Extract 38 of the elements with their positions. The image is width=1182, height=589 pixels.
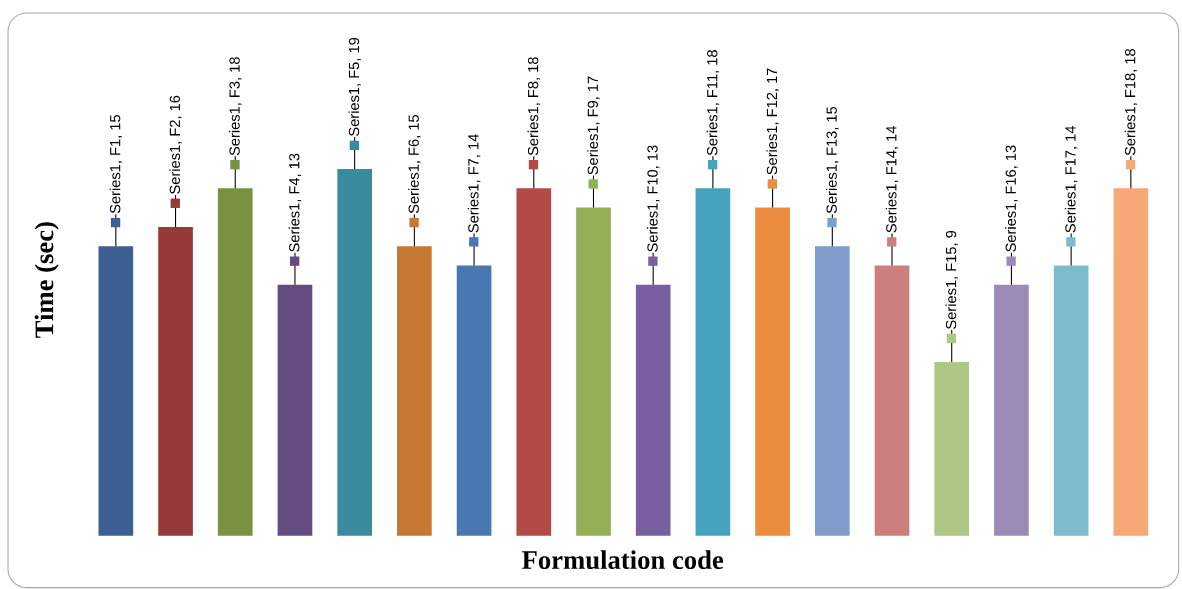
bar [337,168,372,536]
bar [576,207,611,536]
bar [516,188,552,536]
bar [456,265,492,536]
data-label: Series1, F6, 15 [408,115,421,214]
data-label: Series1, F11, 18 [706,50,720,156]
bar [217,188,253,536]
bar [934,361,970,536]
data-label: Series1, F1, 15 [109,115,123,214]
bar [1113,188,1149,536]
bar [755,207,790,536]
bar [397,246,432,536]
y-axis-title: Time (sec) [34,222,59,338]
data-label: Series1, F2, 16 [169,95,182,194]
data-label: Series1, F15, 9 [945,230,958,329]
data-label: Series1, F16, 13 [1005,145,1018,252]
x-axis-title: Formulation code [522,550,724,570]
bar [635,284,671,536]
bar [1053,265,1089,536]
bar [814,246,850,536]
data-label: Series1, F8, 18 [527,57,541,156]
bar [277,284,313,536]
data-label: Series1, F18, 18 [1124,49,1138,156]
bar [695,188,731,536]
data-label: Series1, F4, 13 [288,153,302,252]
data-label: Series1, F12, 17 [766,68,779,175]
data-label: Series1, F7, 14 [467,134,481,233]
data-label: Series1, F17, 14 [1064,125,1078,233]
bar [158,226,193,536]
bar [98,246,134,536]
data-label: Series1, F13, 15 [826,106,839,214]
data-label: Series1, F3, 18 [229,57,242,156]
data-label: Series1, F14, 14 [885,125,899,233]
data-label: Series1, F10, 13 [646,145,660,252]
data-label: Series1, F9, 17 [587,76,600,175]
bar [994,284,1029,536]
data-label: Series1, F5, 19 [348,37,361,136]
bar [874,265,910,536]
